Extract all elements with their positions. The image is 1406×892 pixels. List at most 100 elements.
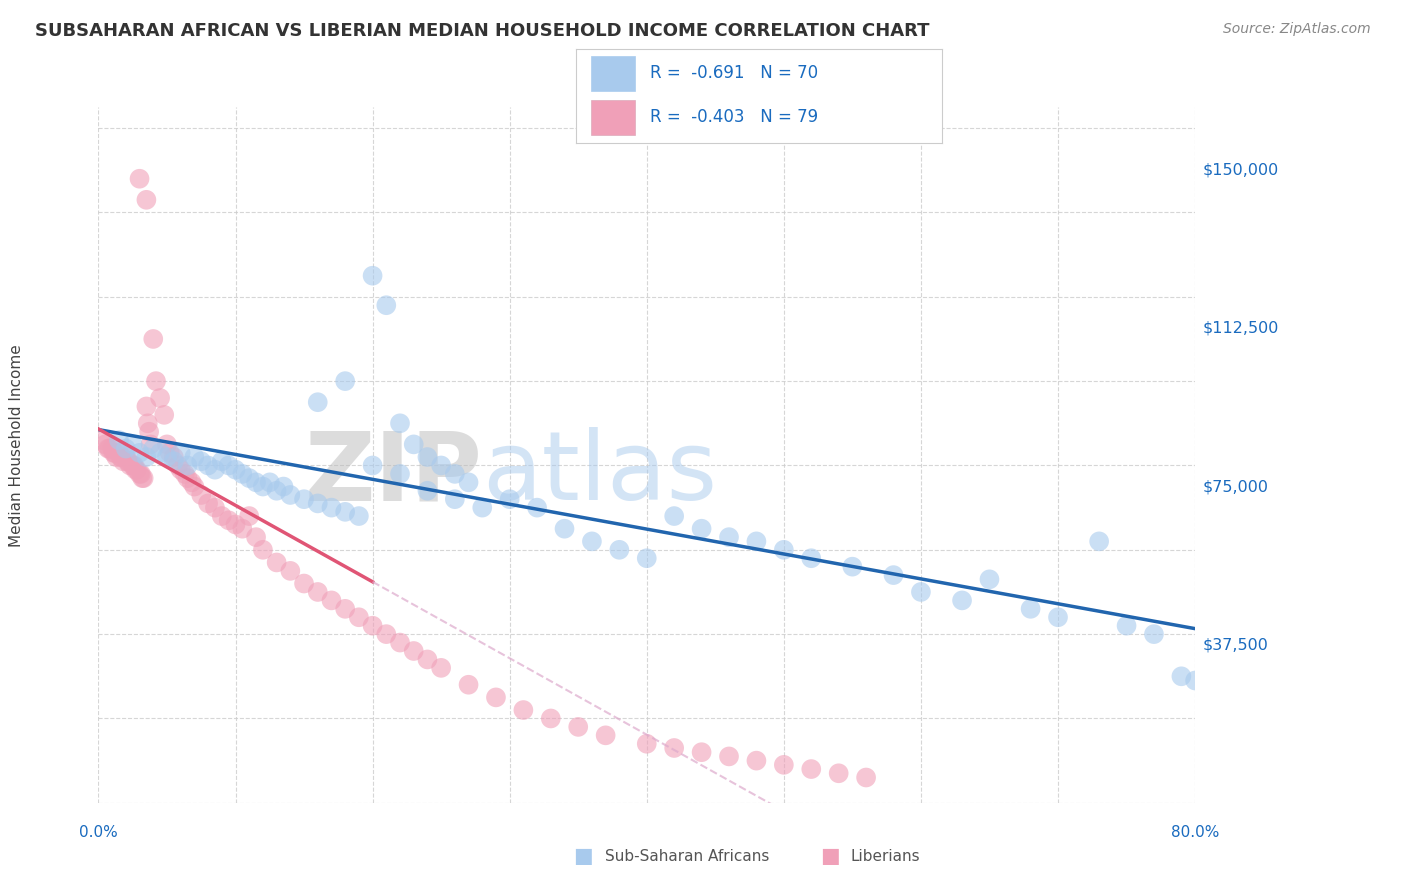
Point bbox=[471, 500, 494, 515]
Point bbox=[581, 534, 603, 549]
Point bbox=[124, 463, 146, 477]
Point bbox=[416, 450, 439, 464]
Point bbox=[156, 450, 179, 464]
Point bbox=[105, 450, 128, 464]
Point bbox=[245, 530, 267, 544]
Point bbox=[690, 745, 713, 759]
Point bbox=[190, 454, 212, 468]
Point bbox=[128, 446, 150, 460]
Point bbox=[292, 576, 315, 591]
Point bbox=[717, 749, 740, 764]
Point bbox=[307, 395, 329, 409]
Text: SUBSAHARAN AFRICAN VS LIBERIAN MEDIAN HOUSEHOLD INCOME CORRELATION CHART: SUBSAHARAN AFRICAN VS LIBERIAN MEDIAN HO… bbox=[35, 22, 929, 40]
Point bbox=[108, 433, 131, 447]
Point bbox=[375, 298, 398, 312]
Point bbox=[211, 454, 233, 468]
Point bbox=[800, 551, 823, 566]
Point bbox=[430, 458, 453, 473]
Point bbox=[485, 690, 508, 705]
Point bbox=[664, 509, 686, 524]
Point bbox=[745, 754, 768, 768]
Point bbox=[499, 492, 522, 507]
Point bbox=[218, 513, 240, 527]
Point bbox=[321, 500, 343, 515]
Point bbox=[104, 446, 127, 460]
Point bbox=[183, 479, 205, 493]
Point bbox=[307, 496, 329, 510]
Point bbox=[388, 635, 412, 649]
Point bbox=[1170, 669, 1192, 683]
Text: 80.0%: 80.0% bbox=[1171, 825, 1219, 840]
Text: ■: ■ bbox=[574, 847, 593, 866]
Point bbox=[375, 627, 398, 641]
Point bbox=[402, 437, 425, 451]
Point bbox=[444, 467, 467, 481]
Point bbox=[526, 500, 548, 515]
Point bbox=[245, 475, 267, 490]
Point bbox=[197, 458, 219, 473]
Point bbox=[717, 530, 740, 544]
Point bbox=[115, 450, 138, 464]
Point bbox=[1088, 534, 1111, 549]
Point bbox=[335, 505, 357, 519]
Point bbox=[512, 703, 534, 717]
Point bbox=[103, 446, 125, 460]
Point bbox=[135, 400, 157, 414]
Text: ■: ■ bbox=[820, 847, 839, 866]
Point bbox=[108, 446, 131, 460]
Point bbox=[101, 442, 124, 456]
Point bbox=[110, 450, 132, 464]
Point bbox=[145, 374, 167, 388]
Point bbox=[457, 475, 479, 490]
Point bbox=[347, 610, 370, 624]
Point bbox=[979, 572, 1001, 586]
Point bbox=[231, 467, 253, 481]
Text: atlas: atlas bbox=[482, 427, 717, 520]
Point bbox=[273, 479, 295, 493]
Text: Liberians: Liberians bbox=[851, 849, 921, 863]
Point bbox=[149, 446, 172, 460]
Point bbox=[91, 433, 114, 447]
Text: Median Household Income: Median Household Income bbox=[10, 344, 24, 548]
Point bbox=[176, 471, 198, 485]
Point bbox=[135, 450, 157, 464]
Point bbox=[1019, 602, 1042, 616]
Point bbox=[883, 568, 905, 582]
Point bbox=[690, 522, 713, 536]
Point bbox=[138, 425, 160, 439]
Point bbox=[636, 737, 658, 751]
Point bbox=[115, 442, 138, 456]
Point bbox=[225, 517, 247, 532]
Point bbox=[142, 332, 165, 346]
Point bbox=[664, 741, 686, 756]
Point bbox=[156, 437, 179, 451]
Point bbox=[170, 463, 193, 477]
FancyBboxPatch shape bbox=[591, 100, 636, 136]
Point bbox=[163, 454, 186, 468]
Point bbox=[111, 450, 134, 464]
Point bbox=[136, 417, 159, 431]
Point bbox=[125, 463, 148, 477]
Point bbox=[609, 542, 631, 557]
Point bbox=[117, 454, 139, 468]
Point bbox=[388, 417, 412, 431]
Point bbox=[430, 661, 453, 675]
Text: 0.0%: 0.0% bbox=[79, 825, 118, 840]
Point bbox=[910, 585, 932, 599]
Point bbox=[183, 450, 205, 464]
Point bbox=[129, 467, 152, 481]
Point bbox=[745, 534, 768, 549]
Text: R =  -0.403   N = 79: R = -0.403 N = 79 bbox=[650, 109, 818, 127]
Point bbox=[211, 509, 233, 524]
Point bbox=[218, 458, 240, 473]
Point bbox=[554, 522, 576, 536]
Point bbox=[238, 509, 260, 524]
Point bbox=[595, 728, 617, 742]
Point bbox=[139, 437, 162, 451]
Text: $112,500: $112,500 bbox=[1202, 321, 1278, 336]
Point bbox=[773, 542, 796, 557]
Point bbox=[335, 374, 357, 388]
Point bbox=[361, 268, 384, 283]
Point bbox=[118, 458, 141, 473]
Point bbox=[773, 757, 796, 772]
